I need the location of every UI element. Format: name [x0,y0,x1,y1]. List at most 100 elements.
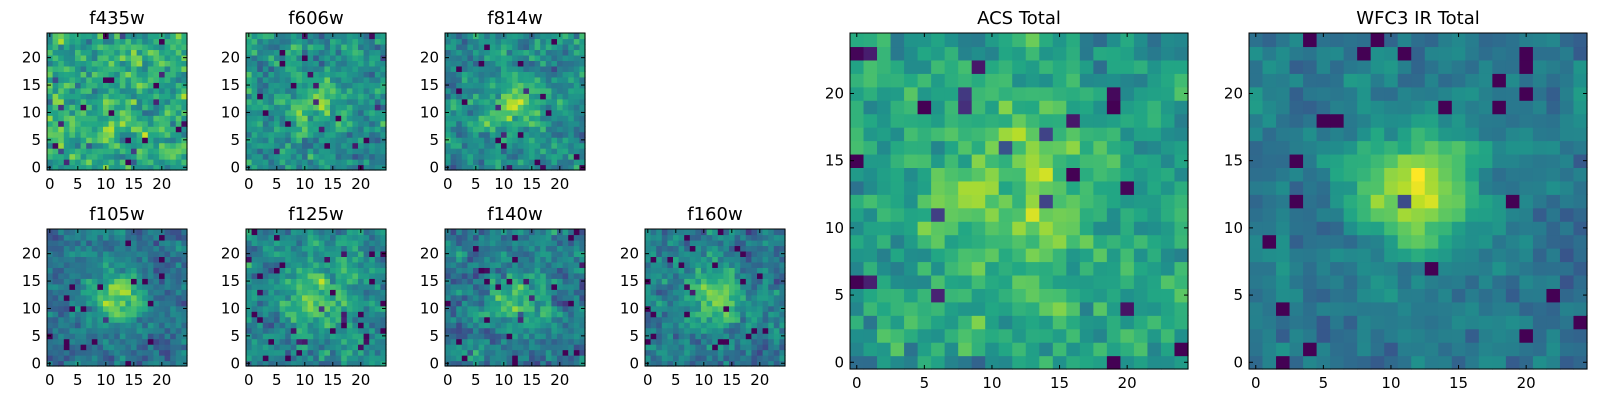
heatmap-cell [985,355,1000,370]
heatmap-cell [268,311,275,318]
heatmap-cell [262,49,269,56]
heatmap-cell [274,333,281,340]
heatmap-cell [341,115,348,122]
heatmap-cell [175,65,182,72]
heatmap-cell [131,283,138,290]
heatmap-cell [712,355,719,362]
heatmap-cell [285,256,292,263]
heatmap-cell [484,98,491,105]
heatmap-cell [380,131,387,138]
heatmap-cell [262,311,269,318]
heatmap-cell [69,256,76,263]
heatmap-cell [262,355,269,362]
heatmap-cell [251,153,258,160]
heatmap-cell [684,327,691,334]
heatmap-cell [103,131,110,138]
heatmap-cell [86,250,93,257]
heatmap-cell [473,344,480,351]
heatmap-cell [318,33,325,40]
heatmap-cell [568,131,575,138]
heatmap-cell [63,71,70,78]
heatmap-cell [257,131,264,138]
heatmap-cell [268,316,275,323]
heatmap-cell [181,261,188,268]
heatmap-cell [47,256,54,263]
heatmap-cell [80,349,87,356]
heatmap-cell [517,142,524,149]
heatmap-cell [445,115,452,122]
heatmap-cell [268,305,275,312]
heatmap-cell [324,250,331,257]
heatmap-cell [540,65,547,72]
heatmap-cell [119,137,126,144]
heatmap-cell [335,360,342,367]
x-tick-label: 15 [722,371,741,389]
heatmap-cell [495,142,502,149]
heatmap-cell [257,229,264,236]
heatmap-cell [257,60,264,67]
heatmap-cell [363,300,370,307]
heatmap-cell [147,82,154,89]
heatmap-cell [108,43,115,51]
heatmap-cell [762,229,769,236]
heatmap-cell [119,115,126,122]
heatmap-cell [1066,180,1081,195]
heatmap-cell [246,43,253,51]
heatmap-cell [779,256,786,263]
heatmap-cell [352,234,359,241]
heatmap-cell [534,60,541,67]
heatmap-cell [380,49,387,56]
heatmap-cell [678,229,685,236]
heatmap-cell [473,54,480,61]
heatmap-cell [136,333,143,340]
heatmap-cell [346,33,353,40]
heatmap-cell [103,322,110,329]
heatmap-cell [52,344,59,351]
heatmap-cell [279,38,286,45]
heatmap-cell [318,82,325,89]
heatmap-cell [58,311,65,318]
heatmap-cell [257,120,264,127]
heatmap-cell [119,82,126,89]
heatmap-cell [181,355,188,362]
heatmap-cell [701,322,708,329]
heatmap-cell [346,93,353,100]
heatmap-cell [302,38,309,45]
heatmap-cell [1052,248,1067,263]
heatmap-cell [501,311,508,318]
heatmap-cell [52,267,59,274]
heatmap-cell [779,294,786,301]
heatmap-cell [740,333,747,340]
heatmap-cell [346,159,353,166]
heatmap-cell [318,109,325,116]
heatmap-cell [69,148,76,155]
heatmap-cell [153,234,160,241]
heatmap-cell [656,272,663,279]
heatmap-cell [534,360,541,367]
heatmap-cell [506,250,513,257]
heatmap-cell [650,245,657,252]
heatmap-cell [473,109,480,116]
heatmap-cell [473,349,480,356]
heatmap-cell [461,164,468,171]
heatmap-cell [1025,328,1040,343]
heatmap-cell [335,305,342,312]
heatmap-cell [131,142,138,149]
heatmap-cell [58,87,65,94]
heatmap-cell [568,76,575,83]
heatmap-cell [467,137,474,144]
heatmap-cell [773,300,780,307]
heatmap-cell [164,272,171,279]
heatmap-cell [506,349,513,356]
heatmap-cell [296,126,303,133]
heatmap-cell [302,333,309,340]
heatmap-cell [52,360,59,367]
heatmap-cell [363,71,370,78]
heatmap-cell [1052,274,1067,289]
heatmap-cell [251,109,258,116]
heatmap-cell [506,87,513,94]
heatmap-cell [181,289,188,296]
heatmap-cell [545,82,552,89]
heatmap-cell [302,87,309,94]
heatmap-cell [352,120,359,127]
